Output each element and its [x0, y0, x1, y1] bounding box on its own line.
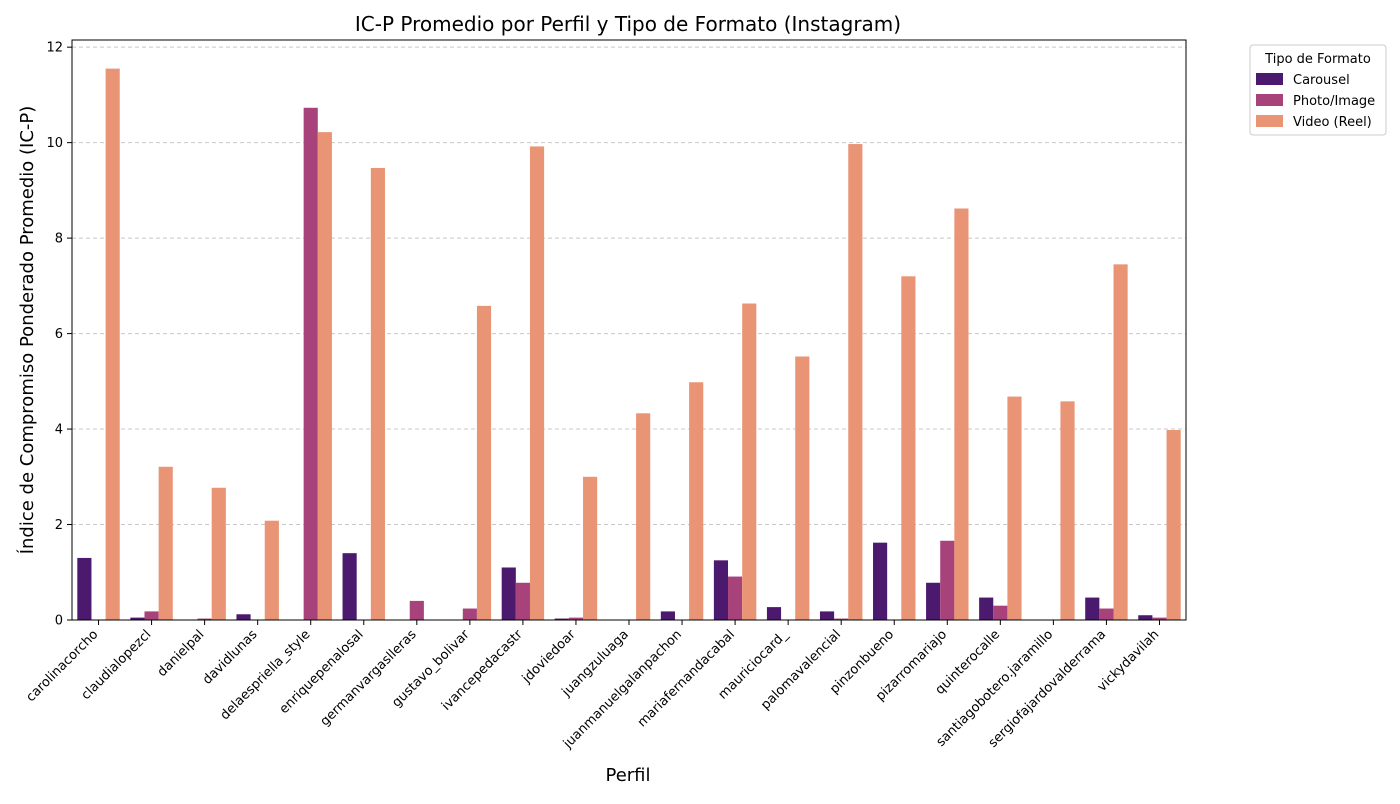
bar — [264, 520, 279, 620]
bar — [742, 303, 757, 620]
bar — [158, 466, 173, 620]
bar — [1060, 401, 1075, 620]
y-tick-label: 6 — [55, 327, 63, 342]
x-tick-label: danielpal — [155, 627, 208, 680]
bar — [554, 618, 569, 620]
y-tick-label: 2 — [55, 518, 63, 533]
bar — [901, 276, 916, 620]
legend-label: Carousel — [1293, 73, 1350, 88]
legend-box — [1249, 44, 1387, 136]
bar — [873, 542, 888, 620]
x-tick-label: delaespriella_style — [218, 627, 314, 723]
bars — [77, 68, 1181, 621]
legend: Tipo de Formato Carousel Photo/Image Video… — [1249, 44, 1387, 136]
legend-label: Photo/Image — [1293, 94, 1375, 109]
bar — [993, 605, 1008, 620]
bar — [476, 305, 492, 620]
legend-items: Carousel Photo/Image Video (Reel) — [1256, 73, 1375, 130]
legend-label: Video (Reel) — [1293, 115, 1372, 130]
bar — [795, 356, 810, 620]
bar — [501, 567, 516, 620]
bar — [342, 553, 357, 620]
x-tick-label: mariafernandacabal — [635, 627, 738, 730]
legend-swatch — [1256, 73, 1283, 85]
bar — [940, 540, 955, 620]
bar — [583, 476, 598, 620]
bar — [197, 618, 212, 620]
bar — [1099, 608, 1114, 620]
bar — [144, 611, 159, 620]
bar — [1166, 430, 1181, 620]
bar — [926, 582, 941, 620]
bar — [713, 560, 729, 620]
legend-swatch — [1256, 94, 1283, 106]
bar — [462, 608, 477, 620]
bar — [1085, 597, 1100, 620]
bar — [636, 413, 651, 620]
y-tick-label: 10 — [46, 136, 63, 151]
bar — [211, 487, 226, 620]
bar — [819, 611, 835, 620]
bar — [1113, 264, 1128, 620]
bar — [979, 597, 994, 620]
legend-swatch — [1256, 115, 1283, 127]
bar — [766, 607, 782, 620]
y-tick-label: 4 — [55, 423, 63, 438]
bar — [1007, 396, 1022, 620]
bar — [77, 557, 92, 620]
y-tick-label: 8 — [55, 232, 63, 247]
bar — [529, 146, 545, 620]
x-axis-label: Perfil — [605, 765, 650, 786]
bar — [317, 132, 332, 620]
bar — [303, 107, 318, 620]
y-axis-ticks: 0 2 4 6 8 10 12 — [46, 41, 72, 629]
y-tick-label: 12 — [46, 41, 63, 56]
bar — [848, 144, 863, 620]
bar — [236, 614, 251, 620]
bar — [370, 167, 385, 621]
bar — [954, 208, 969, 620]
bar — [568, 617, 584, 620]
bar — [728, 576, 743, 620]
y-axis-label: Índice de Compromiso Ponderado Promedio … — [16, 106, 38, 555]
chart-title: IC-P Promedio por Perfil y Tipo de Forma… — [355, 12, 901, 36]
legend-title: Tipo de Formato — [1264, 52, 1371, 67]
bar — [105, 68, 120, 621]
bar — [1138, 615, 1153, 620]
gridlines — [72, 46, 1186, 621]
bar — [409, 600, 424, 620]
bar — [1152, 617, 1167, 620]
bar — [515, 582, 530, 620]
bar — [660, 611, 675, 620]
bar — [689, 382, 704, 620]
bar — [834, 618, 849, 620]
x-tick-label: germanvargaslleras — [318, 627, 420, 729]
bar — [130, 617, 145, 620]
y-tick-label: 0 — [55, 614, 63, 629]
